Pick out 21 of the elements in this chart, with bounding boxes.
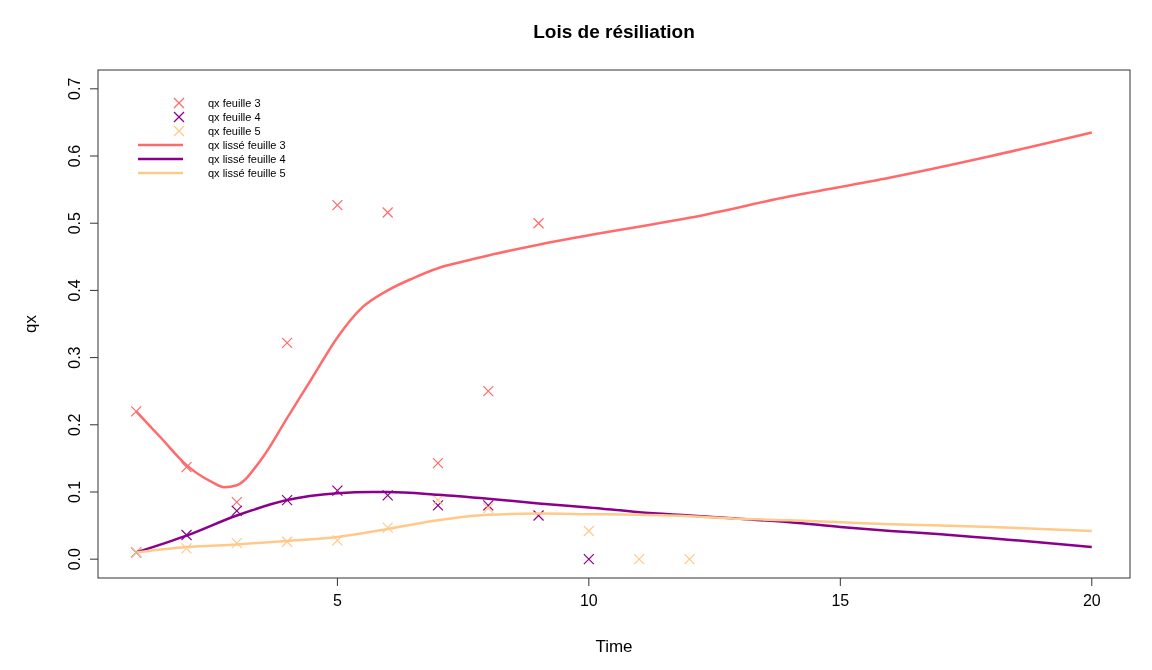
legend-label: qx lissé feuille 3	[208, 139, 286, 151]
y-tick-label: 0.7	[66, 77, 83, 100]
y-tick-label: 0.5	[66, 211, 83, 235]
legend-label: qx feuille 5	[208, 125, 261, 137]
y-axis-title: qx	[21, 314, 40, 333]
y-tick-label: 0.1	[66, 480, 83, 504]
chart-title: Lois de résiliation	[533, 21, 695, 42]
y-tick-label: 0.3	[66, 346, 83, 369]
legend-label: qx lissé feuille 5	[208, 167, 286, 179]
y-tick-label: 0.4	[66, 279, 83, 302]
x-tick-label: 5	[332, 592, 342, 609]
y-tick-label: 0.2	[66, 413, 83, 436]
legend-label: qx feuille 4	[208, 111, 261, 123]
legend-label: qx feuille 3	[208, 97, 261, 109]
y-tick-label: 0.0	[66, 547, 83, 571]
x-tick-label: 20	[1082, 592, 1101, 609]
x-axis-title: Time	[595, 637, 633, 656]
x-tick-label: 10	[579, 592, 598, 609]
x-tick-label: 15	[831, 592, 850, 609]
legend-label: qx lissé feuille 4	[208, 153, 286, 165]
y-tick-label: 0.6	[66, 144, 83, 168]
